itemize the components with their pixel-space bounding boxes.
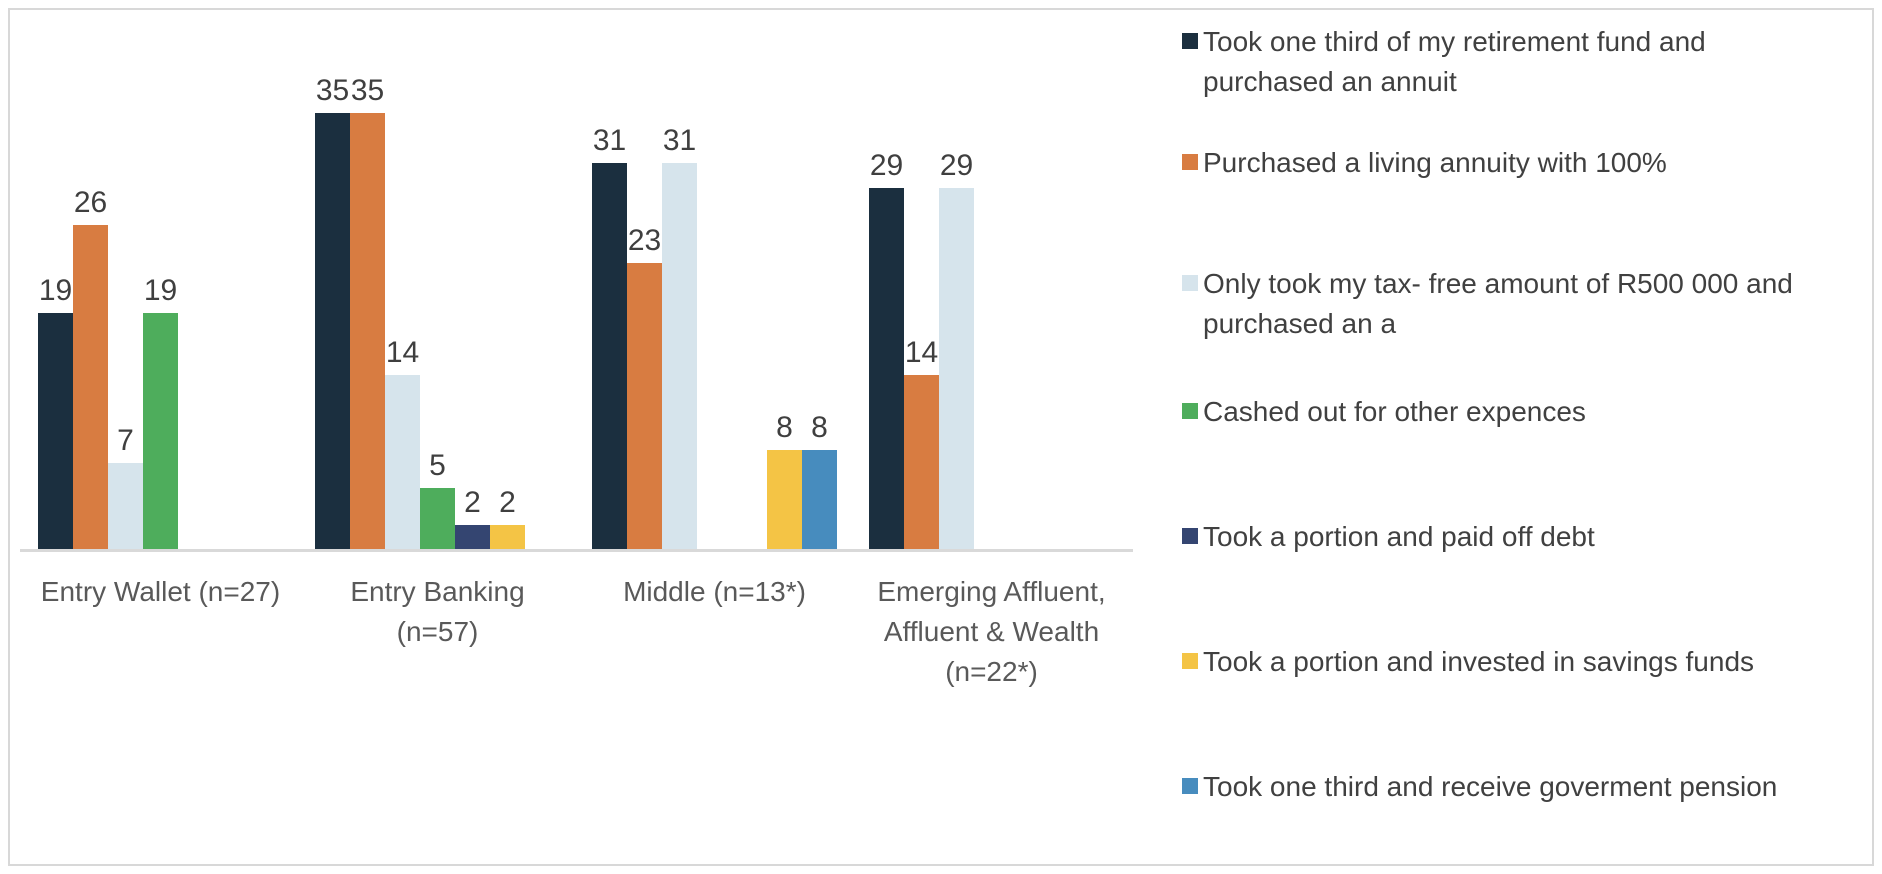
bar-slot: 35 (315, 74, 350, 550)
bar-slot: 35 (350, 74, 385, 550)
legend-item-6: Took a portion and invested in savings f… (1182, 642, 1754, 682)
bar-value-label: 5 (429, 448, 446, 482)
legend-swatch-icon (1182, 528, 1198, 544)
bar-series-2 (627, 262, 662, 550)
x-axis-label-4: Emerging Affluent, Affluent & Wealth (n=… (877, 576, 1106, 687)
legend-swatch-icon (1182, 653, 1198, 669)
legend-label: Took a portion and invested in savings f… (1203, 646, 1755, 677)
bar-series-2 (350, 112, 385, 550)
legend-item-3: Only took my tax- free amount of R500 00… (1182, 264, 1793, 344)
legend-swatch-icon (1182, 778, 1198, 794)
bar-series-6 (490, 525, 525, 550)
bar-slot: 31 (662, 124, 697, 550)
bar-value-label: 8 (776, 411, 793, 444)
bar-slot: 2 (490, 486, 525, 550)
bar-slot: 8 (767, 411, 802, 550)
legend-label: Only took my tax- free amount of R500 00… (1203, 268, 1793, 339)
bar-value-label: 31 (592, 123, 627, 157)
bar-series-5 (455, 525, 490, 550)
legend-swatch-icon (1182, 403, 1198, 419)
bar-series-2 (73, 225, 108, 550)
legend-item-7: Took one third and receive goverment pen… (1182, 767, 1777, 807)
bar-value-label: 19 (143, 273, 178, 307)
bar-group-4: 29 14 29 (853, 58, 1130, 550)
bar-slot: 23 (627, 224, 662, 550)
bar-slot: 31 (592, 124, 627, 550)
legend-label: Purchased a living annuity with 100% (1203, 147, 1667, 178)
bar-slot: 29 (939, 149, 974, 550)
bar-slot: 14 (385, 336, 420, 550)
bar-value-label: 2 (499, 486, 516, 519)
bar-slot: 26 (73, 186, 108, 550)
x-axis-line (20, 549, 1133, 552)
bar-value-label: 8 (811, 411, 828, 444)
bar-series-4 (420, 487, 455, 550)
bar-value-label: 29 (869, 148, 904, 182)
bar-value-label: 19 (38, 273, 73, 307)
legend-item-2: Purchased a living annuity with 100% (1182, 143, 1667, 183)
bar-series-3 (385, 375, 420, 550)
bar-slot: 29 (869, 149, 904, 550)
bar-slot: 8 (802, 411, 837, 550)
legend-item-1: Took one third of my retirement fund and… (1182, 22, 1706, 102)
bar-value-label: 35 (350, 73, 385, 107)
bar-value-label: 14 (904, 336, 939, 369)
bar-series-2 (904, 375, 939, 550)
bar-value-label: 14 (385, 336, 420, 369)
bar-value-label: 23 (627, 223, 662, 257)
bar-group-2: 35 35 14 5 2 2 (299, 58, 576, 550)
plot-area: 19 26 7 19 35 35 14 5 2 2 31 23 31 8 8 29 14 29 (22, 58, 1130, 550)
bar-value-label: 2 (464, 486, 481, 519)
x-axis-label-3: Middle (n=13*) (623, 576, 806, 607)
bar-series-1 (592, 162, 627, 550)
bar-slot: 5 (420, 449, 455, 550)
x-axis-label-1: Entry Wallet (n=27) (40, 576, 281, 607)
bar-value-label: 35 (315, 73, 350, 107)
bar-series-3 (108, 462, 143, 550)
bar-group-1: 19 26 7 19 (22, 58, 299, 550)
bar-series-4 (143, 312, 178, 550)
bar-series-3 (662, 162, 697, 550)
bar-series-1 (869, 187, 904, 550)
bar-value-label: 29 (939, 148, 974, 182)
legend-item-4: Cashed out for other expences (1182, 392, 1586, 432)
bar-value-label: 7 (117, 423, 134, 457)
bar-series-6 (767, 450, 802, 550)
chart-legend: Took one third of my retirement fund and… (1182, 0, 1876, 874)
bar-value-label: 26 (73, 186, 108, 219)
legend-label: Took one third and receive goverment pen… (1203, 771, 1778, 802)
bar-slot: 7 (108, 424, 143, 550)
bar-slot: 19 (38, 274, 73, 550)
bar-series-1 (315, 112, 350, 550)
legend-label: Took a portion and paid off debt (1203, 521, 1595, 552)
x-axis-label-2: Entry Banking (n=57) (350, 576, 525, 647)
bar-group-3: 31 23 31 8 8 (576, 58, 853, 550)
bar-series-3 (939, 187, 974, 550)
legend-swatch-icon (1182, 275, 1198, 291)
legend-swatch-icon (1182, 154, 1198, 170)
legend-label: Cashed out for other expences (1203, 396, 1586, 427)
bar-slot: 2 (455, 486, 490, 550)
legend-item-5: Took a portion and paid off debt (1182, 517, 1595, 557)
bar-series-7 (802, 450, 837, 550)
legend-label: Took one third of my retirement fund and… (1203, 26, 1706, 97)
bar-slot: 14 (904, 336, 939, 550)
x-axis-labels: Entry Wallet (n=27) Entry Banking (n=57) M… (22, 572, 1130, 692)
legend-swatch-icon (1182, 33, 1198, 49)
bar-series-1 (38, 312, 73, 550)
bar-value-label: 31 (662, 123, 697, 157)
bar-slot: 19 (143, 274, 178, 550)
